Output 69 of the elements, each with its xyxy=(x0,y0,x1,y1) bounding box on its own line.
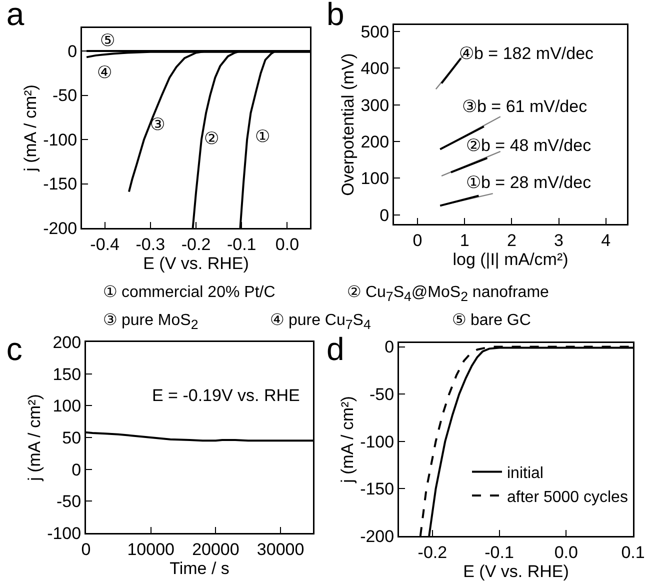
y-axis-title: j (mA / cm²) xyxy=(24,394,44,482)
chart-title: d xyxy=(326,331,344,368)
y-tick-label: -150 xyxy=(43,174,78,194)
annotation: ③ xyxy=(150,115,165,134)
text: ⑤ bare GC xyxy=(452,311,531,330)
y-tick-label: 100 xyxy=(52,396,82,416)
x-tick-label: -0.1 xyxy=(484,542,514,562)
y-axis-title: j (mA / cm²) xyxy=(20,84,40,172)
y-tick-label: -100 xyxy=(360,432,394,452)
x-axis-title: E (V vs. RHE) xyxy=(463,562,569,581)
y-axis-title: j (mA / cm²) xyxy=(338,396,357,484)
x-tick-label: 0.0 xyxy=(275,234,300,254)
x-axis-title: log (|I| mA/cm²) xyxy=(452,250,568,269)
y-tick-label: 200 xyxy=(52,332,82,352)
x-tick-label: -0.4 xyxy=(90,234,120,254)
x-tick-label: 1 xyxy=(460,230,470,250)
x-tick-label: 0.1 xyxy=(621,542,645,562)
y-tick-label: -50 xyxy=(56,492,82,512)
y-tick-label: 300 xyxy=(360,96,390,115)
x-tick-label: 10000 xyxy=(127,540,174,559)
x-tick-label: -0.2 xyxy=(418,542,448,562)
y-tick-label: -50 xyxy=(52,86,78,106)
x-tick-label: 2 xyxy=(506,230,516,250)
annotation: ① xyxy=(255,127,270,146)
y-tick-label: 200 xyxy=(360,132,390,152)
annotation: E = -0.19V vs. RHE xyxy=(152,386,300,405)
y-tick-label: 100 xyxy=(360,169,390,188)
annotation: ④ xyxy=(97,63,112,82)
y-tick-label: 0 xyxy=(72,460,82,480)
x-tick-label: -0.2 xyxy=(181,234,211,254)
text: ① commercial 20% Pt/C xyxy=(103,283,276,302)
x-tick-label: 30000 xyxy=(256,540,304,559)
x-axis-title: E (V vs. RHE) xyxy=(143,254,249,273)
chart-title: a xyxy=(6,0,24,32)
annotation: ①b = 28 mV/dec xyxy=(466,173,592,192)
y-tick-label: -50 xyxy=(370,385,394,404)
chart-title: c xyxy=(6,331,22,368)
x-tick-label: 20000 xyxy=(192,540,240,559)
x-tick-label: 0.0 xyxy=(554,542,578,562)
legend-label: after 5000 cycles xyxy=(507,488,628,506)
text: ③ pure MoS$_{2}$ xyxy=(103,311,198,332)
annotation: ②b = 48 mV/dec xyxy=(466,136,592,155)
legend-label: initial xyxy=(507,464,544,482)
x-tick-label: 3 xyxy=(554,230,564,250)
annotation: ② xyxy=(204,129,219,148)
annotation: ④b = 182 mV/dec xyxy=(459,44,594,63)
text: ④ pure Cu$_{7}$S$_{4}$ xyxy=(270,311,371,332)
y-tick-label: -200 xyxy=(43,218,78,238)
y-tick-label: 150 xyxy=(52,364,82,384)
y-tick-label: 50 xyxy=(62,428,82,448)
x-tick-label: -0.1 xyxy=(226,234,256,254)
y-tick-label: 400 xyxy=(360,59,390,78)
x-tick-label: -0.3 xyxy=(136,234,166,254)
y-tick-label: -100 xyxy=(47,524,82,543)
annotation: ⑤ xyxy=(100,31,115,50)
y-tick-label: 0 xyxy=(380,206,390,225)
x-tick-label: 4 xyxy=(601,230,611,250)
text: ② Cu$_{7}$S$_{4}$@MoS$_{2}$ nanoframe xyxy=(347,283,549,304)
y-tick-label: -200 xyxy=(360,526,394,546)
x-tick-label: 0 xyxy=(412,230,422,250)
y-tick-label: 500 xyxy=(360,22,390,42)
y-axis-title: Overpotential (mV) xyxy=(338,53,358,196)
y-tick-label: 0 xyxy=(68,42,78,61)
x-axis-title: Time / s xyxy=(170,558,230,578)
y-tick-label: -150 xyxy=(360,480,394,499)
y-tick-label: 0 xyxy=(384,338,394,357)
chart-title: b xyxy=(326,0,344,32)
annotation: ③b = 61 mV/dec xyxy=(462,97,588,116)
y-tick-label: -100 xyxy=(43,130,78,150)
